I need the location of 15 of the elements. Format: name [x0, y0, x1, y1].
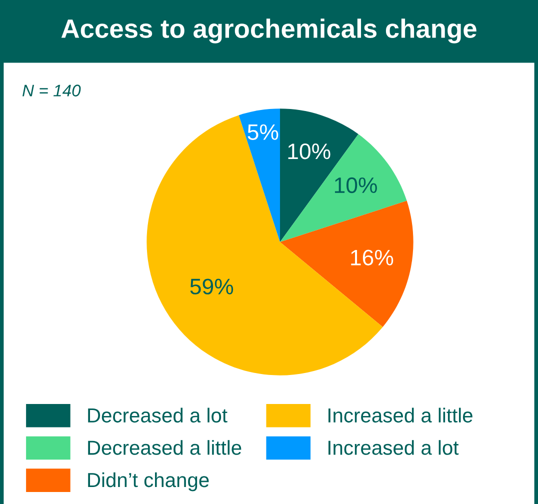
chart-title: Access to agrochemicals change	[61, 18, 476, 44]
data-label: 59%	[190, 278, 234, 294]
text: N = 140	[22, 84, 81, 96]
data-label: 10%	[288, 143, 330, 160]
data-label: 10%	[334, 177, 377, 194]
legend-label: Increased a little	[328, 408, 472, 423]
legend-label: Didn’t change	[88, 472, 209, 492]
pie-slice	[280, 134, 407, 242]
pie-slice	[280, 200, 414, 327]
data-label: 16%	[351, 250, 394, 266]
legend-label: Decreased a lot	[88, 408, 228, 423]
data-label: 5%	[248, 124, 278, 140]
legend-label: Increased a lot	[328, 440, 459, 455]
pie-slice	[238, 108, 280, 242]
legend-label: Decreased a little	[88, 440, 242, 455]
